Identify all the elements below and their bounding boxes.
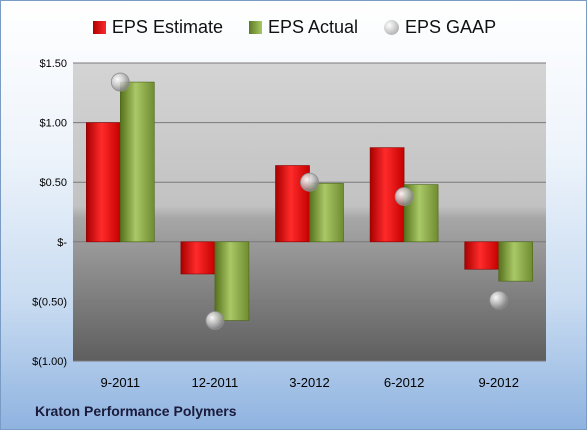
legend-item-eps-estimate: EPS Estimate [92, 17, 223, 38]
legend-label-eps-gaap: EPS GAAP [405, 17, 497, 37]
bar-eps-actual [120, 81, 155, 243]
y-tick-label: $(0.50) [32, 296, 67, 308]
legend-label-eps-actual: EPS Actual [267, 17, 359, 37]
bar-eps-estimate [464, 241, 500, 270]
x-tick-label: 9-2011 [101, 375, 141, 390]
x-tick-label: 6-2012 [384, 375, 424, 390]
y-tick-label: $- [57, 237, 67, 249]
company-name: Kraton Performance Polymers [35, 403, 237, 419]
legend-item-eps-actual: EPS Actual [248, 17, 359, 38]
x-tick-label: 3-2012 [289, 375, 329, 390]
legend-swatch-eps-estimate [92, 21, 106, 34]
bar-eps-actual [498, 241, 534, 282]
y-tick-label: $1.00 [39, 118, 67, 130]
chart-legend: EPS Estimate EPS Actual EPS GAAP [1, 17, 587, 38]
bar-eps-estimate [86, 122, 121, 243]
x-tick-label: 9-2012 [478, 375, 518, 390]
y-tick-label: $0.50 [39, 177, 67, 189]
point-eps-gaap [205, 311, 225, 330]
legend-label-eps-estimate: EPS Estimate [111, 17, 223, 37]
x-tick-label: 12-2011 [192, 375, 239, 390]
bar-eps-actual [309, 183, 344, 243]
y-tick-label: $(1.00) [32, 356, 67, 368]
point-eps-gaap [394, 187, 414, 206]
point-eps-gaap [300, 172, 319, 192]
y-tick-label: $1.50 [39, 58, 67, 70]
legend-swatch-eps-actual [248, 21, 262, 34]
legend-item-eps-gaap: EPS GAAP [384, 17, 496, 38]
bar-eps-actual [214, 241, 250, 321]
legend-swatch-eps-gaap [384, 20, 400, 35]
bar-eps-estimate [180, 241, 216, 275]
point-eps-gaap [489, 290, 509, 310]
point-eps-gaap [110, 72, 130, 92]
